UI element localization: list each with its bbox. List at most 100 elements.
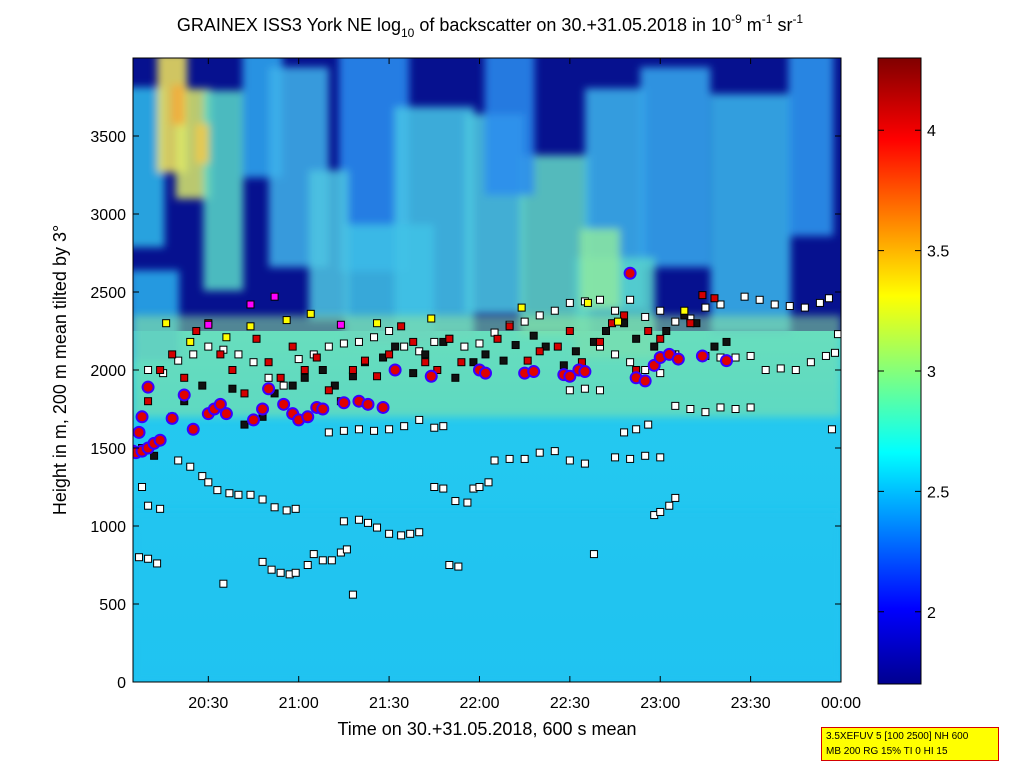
marker-point xyxy=(833,330,841,339)
colorbar-tick-label: 3.5 xyxy=(927,244,949,261)
marker-point xyxy=(276,568,285,577)
marker-point xyxy=(247,413,261,427)
marker-point xyxy=(565,327,574,335)
marker-point xyxy=(710,342,719,351)
field-patch xyxy=(640,67,711,268)
marker-point xyxy=(641,366,650,374)
x-tick-label: 20:30 xyxy=(188,695,228,712)
marker-point xyxy=(430,423,439,432)
marker-point xyxy=(153,433,167,447)
marker-point xyxy=(138,483,147,491)
x-tick-label: 23:30 xyxy=(731,695,771,712)
marker-point xyxy=(397,322,406,331)
marker-point xyxy=(656,334,665,343)
marker-point xyxy=(638,374,652,388)
marker-point xyxy=(656,306,665,315)
marker-point xyxy=(354,515,363,524)
marker-point xyxy=(282,316,291,325)
marker-point xyxy=(565,298,574,307)
marker-point xyxy=(421,358,430,367)
marker-point xyxy=(430,483,439,491)
marker-point xyxy=(815,298,824,307)
marker-series-red-circle-blue-outline xyxy=(133,266,734,460)
marker-point xyxy=(327,556,336,565)
marker-point xyxy=(246,300,255,309)
marker-point xyxy=(776,364,785,373)
x-tick-label: 22:00 xyxy=(459,695,499,712)
marker-point xyxy=(222,333,231,342)
marker-point xyxy=(580,459,589,468)
marker-point xyxy=(626,454,635,463)
marker-point xyxy=(701,303,710,312)
marker-point xyxy=(300,366,309,374)
marker-point xyxy=(746,403,755,412)
marker-point xyxy=(421,350,430,359)
field-band xyxy=(133,315,841,417)
marker-point xyxy=(463,498,472,507)
x-tick-label: 21:30 xyxy=(369,695,409,712)
marker-point xyxy=(276,373,285,382)
marker-point xyxy=(174,456,183,465)
y-tick-label: 1500 xyxy=(90,441,126,458)
marker-point xyxy=(722,337,731,346)
marker-point xyxy=(225,489,234,498)
marker-point xyxy=(135,410,149,424)
field-patch xyxy=(710,94,791,334)
marker-point xyxy=(656,369,665,378)
marker-point xyxy=(144,554,153,563)
marker-point xyxy=(409,337,418,346)
marker-point xyxy=(156,366,165,374)
marker-point xyxy=(644,420,653,429)
marker-point xyxy=(701,408,710,417)
marker-point xyxy=(665,501,674,510)
marker-point xyxy=(632,334,641,343)
marker-point xyxy=(153,559,162,568)
marker-point xyxy=(288,381,297,390)
marker-point xyxy=(234,350,243,359)
marker-point xyxy=(174,356,183,365)
marker-point xyxy=(535,311,544,320)
marker-point xyxy=(354,337,363,346)
marker-point xyxy=(595,295,604,304)
marker-point xyxy=(324,342,333,351)
marker-point xyxy=(385,350,394,359)
marker-point xyxy=(312,353,321,362)
colorbar-axis: 2 2.5 3 3.5 4 xyxy=(878,123,949,622)
marker-point xyxy=(294,355,303,364)
marker-point xyxy=(324,386,333,395)
marker-point xyxy=(144,366,153,374)
marker-point xyxy=(240,420,249,429)
marker-point xyxy=(348,366,357,374)
marker-point xyxy=(535,347,544,356)
marker-point xyxy=(484,478,493,487)
marker-point xyxy=(595,337,604,346)
marker-point xyxy=(445,334,454,343)
marker-point xyxy=(680,306,689,315)
marker-point xyxy=(397,531,406,540)
y-tick-label: 3000 xyxy=(90,207,126,224)
marker-point xyxy=(445,561,454,569)
marker-point xyxy=(731,405,740,413)
marker-point xyxy=(316,402,330,416)
colorbar-tick-label: 3 xyxy=(927,364,936,381)
marker-point xyxy=(632,425,641,434)
marker-point xyxy=(511,341,520,350)
marker-point xyxy=(337,396,351,410)
axes: 20:30 21:00 21:30 22:00 22:30 23:00 23:30 00:00… xyxy=(90,58,861,712)
marker-point xyxy=(785,302,794,311)
colorbar xyxy=(877,57,922,685)
marker-point xyxy=(424,369,438,383)
marker-point xyxy=(219,407,233,421)
marker-point xyxy=(520,454,529,463)
marker-point xyxy=(641,312,650,321)
marker-point xyxy=(746,351,755,360)
colorbar-tick-label: 2.5 xyxy=(927,484,949,501)
marker-point xyxy=(523,356,532,365)
y-tick-label: 500 xyxy=(99,597,126,614)
marker-point xyxy=(370,426,379,435)
title-exp1: -9 xyxy=(731,12,742,26)
marker-point xyxy=(258,495,267,504)
marker-point xyxy=(583,298,592,307)
marker-point xyxy=(800,303,809,312)
field-lower xyxy=(133,510,841,682)
